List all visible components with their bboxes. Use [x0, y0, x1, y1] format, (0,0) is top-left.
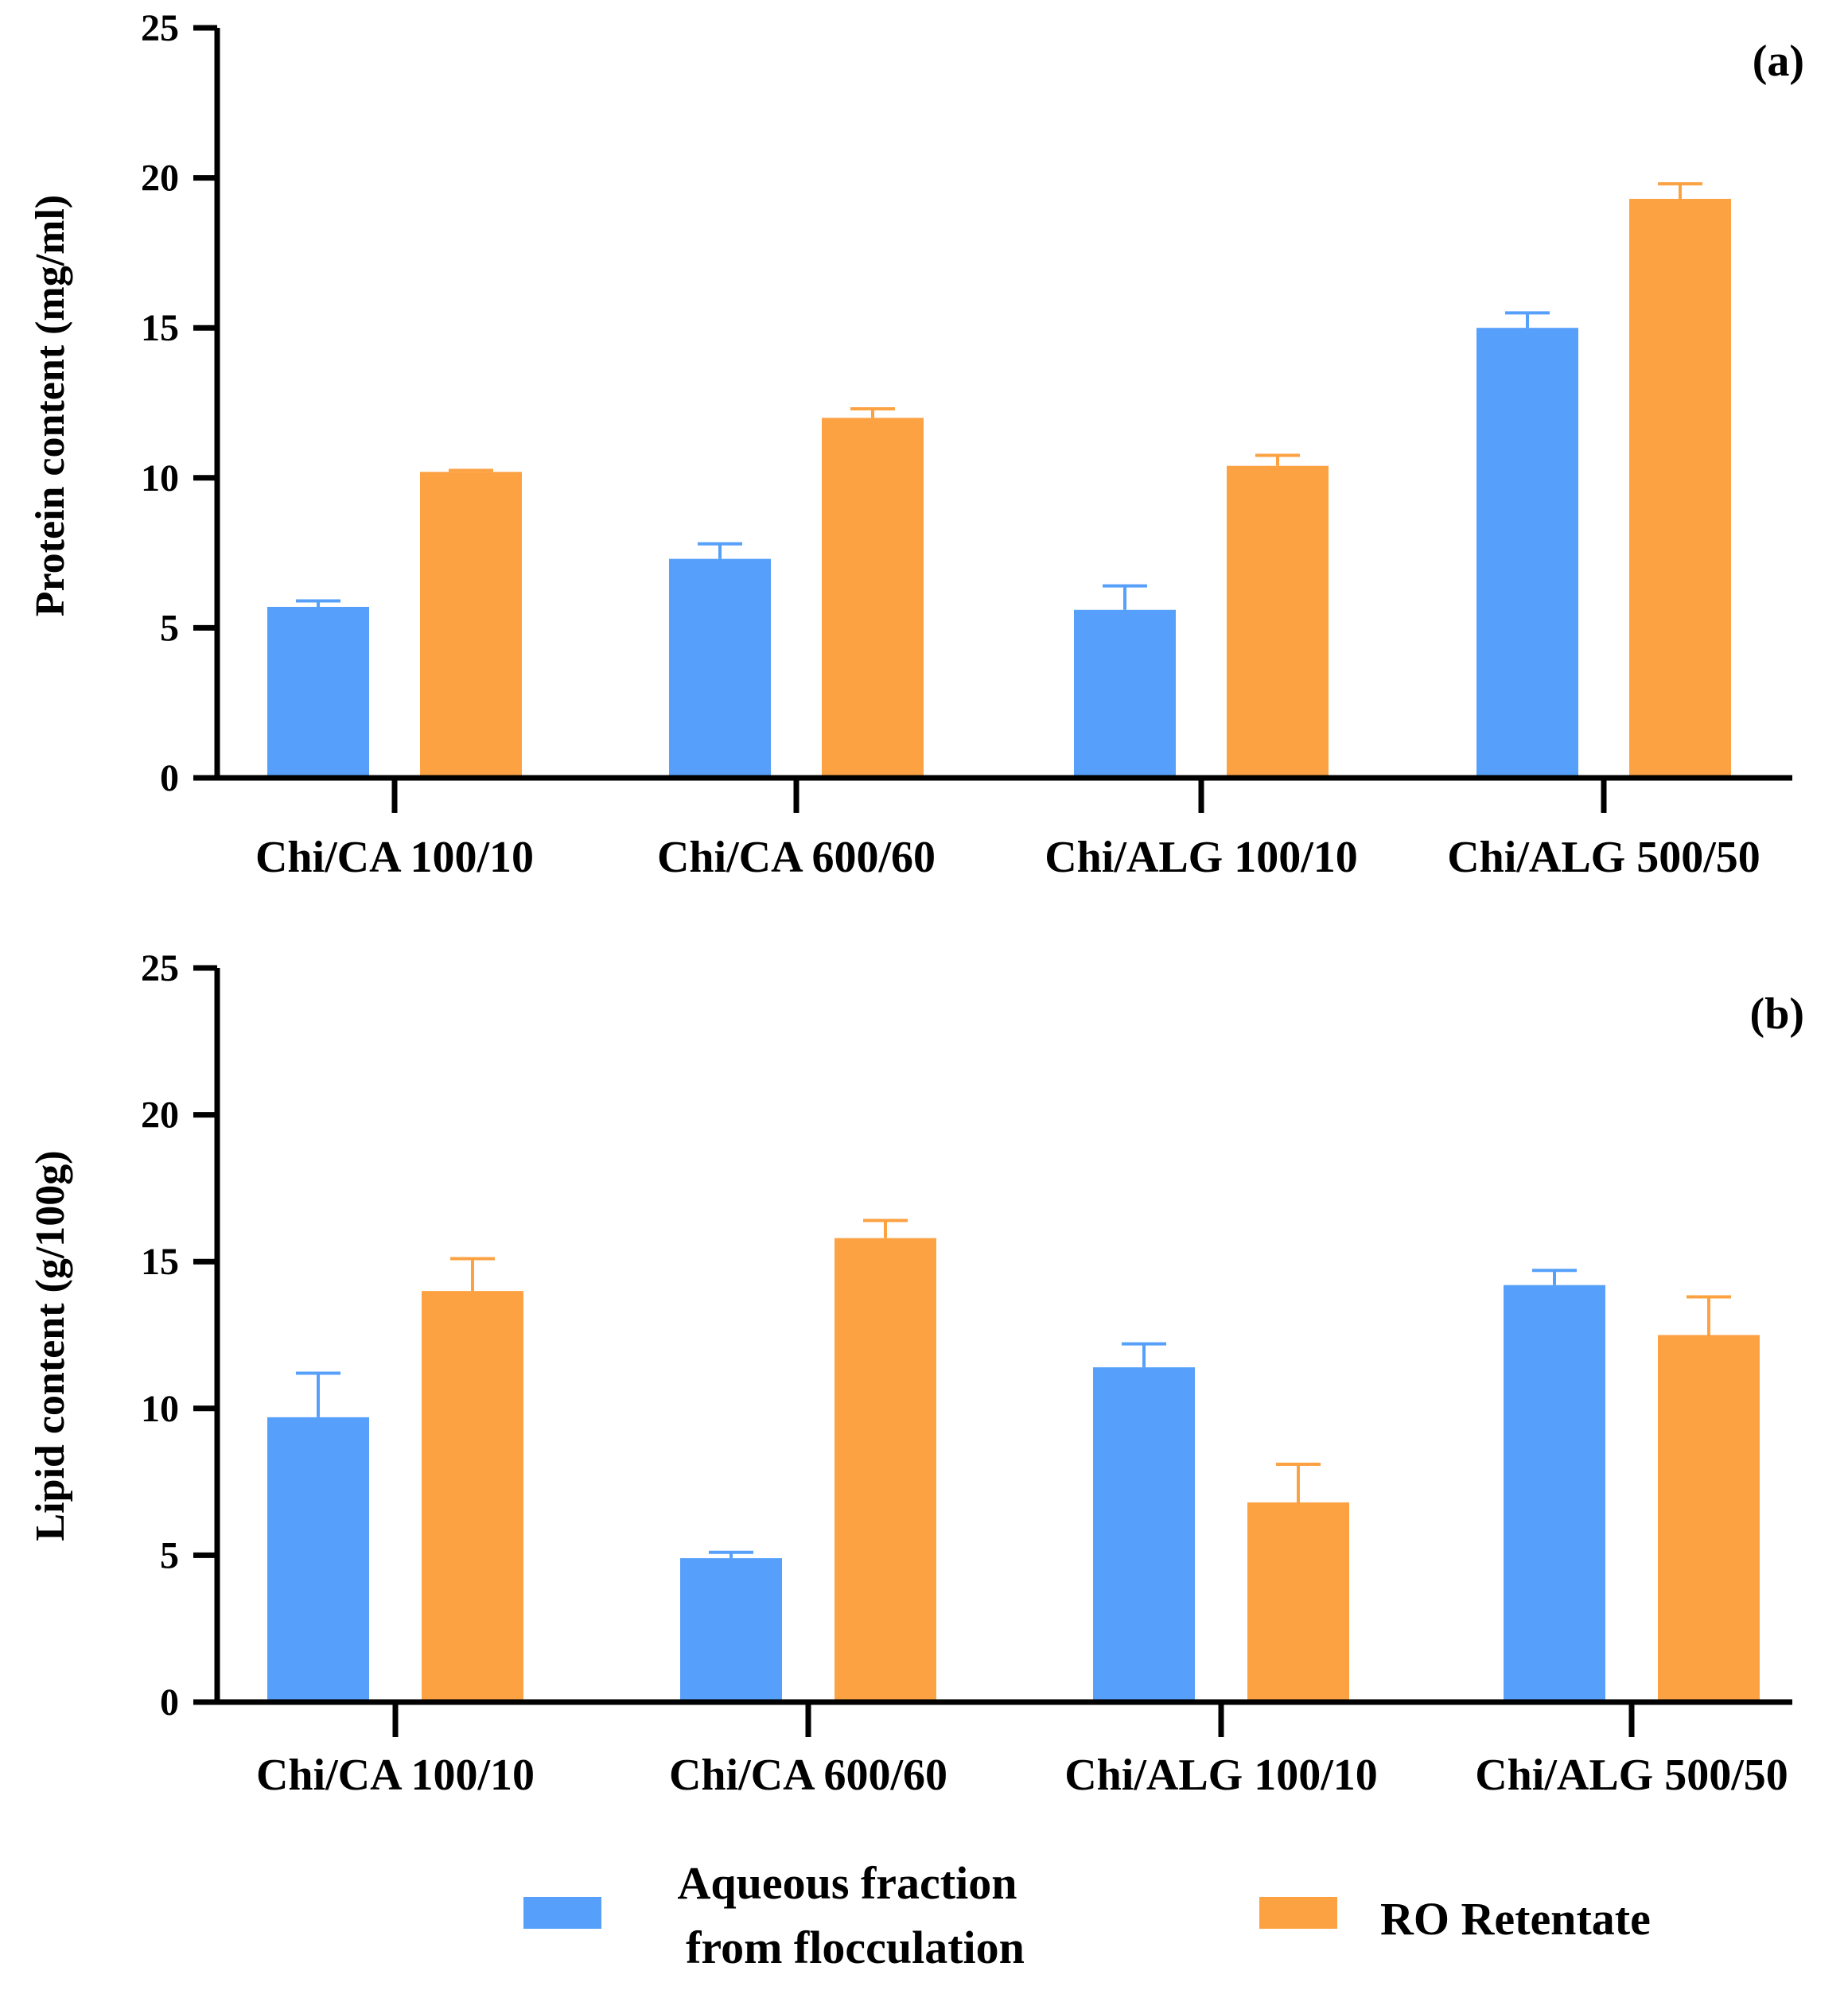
error-bar-ro-3 [1276, 1462, 1321, 1502]
error-bar-ro-2 [850, 407, 895, 418]
bar-aqueous-2 [680, 1558, 782, 1702]
x-category-label: Chi/CA 100/10 [256, 1751, 535, 1800]
error-bar-aqueous-2 [709, 1550, 753, 1559]
error-bar-aqueous-3 [1103, 584, 1147, 610]
y-tick-label: 10 [141, 457, 179, 499]
y-tick-label: 25 [141, 947, 179, 989]
y-tick-label: 5 [160, 607, 179, 649]
x-category-label: Chi/ALG 100/10 [1045, 833, 1358, 882]
bar-ro-2 [835, 1238, 936, 1702]
error-bar-aqueous-4 [1532, 1269, 1577, 1285]
y-axis-title-protein: Protein content (mg/ml) [28, 195, 73, 616]
chart-panel-lipid: Lipid content (g/100g) (b) 0 5 10 15 20 25 Chi… [28, 947, 1804, 1800]
legend-label-ro: RO Retentate [1380, 1893, 1651, 1945]
bar-ro-4 [1629, 199, 1731, 778]
error-bar-ro-3 [1255, 453, 1300, 466]
legend-label-aqueous-line1: Aqueous fraction [678, 1857, 1017, 1909]
bar-ro-2 [822, 418, 924, 778]
bar-aqueous-4 [1504, 1285, 1605, 1702]
bar-aqueous-1 [267, 1417, 369, 1702]
bar-aqueous-1 [267, 606, 369, 778]
chart-panel-protein: Protein content (mg/ml) (a) 0 5 10 15 20 25 Ch… [28, 7, 1804, 882]
panel-label-a: (a) [1753, 37, 1804, 86]
legend-swatch-ro [1259, 1897, 1337, 1929]
error-bar-ro-4 [1687, 1295, 1731, 1335]
bar-aqueous-3 [1074, 609, 1176, 778]
x-category-label: Chi/CA 600/60 [657, 833, 936, 882]
y-tick-label: 15 [141, 307, 179, 349]
x-category-label: Chi/ALG 500/50 [1447, 833, 1760, 882]
y-axis-title-lipid: Lipid content (g/100g) [28, 1150, 73, 1541]
bar-aqueous-4 [1476, 328, 1578, 778]
y-tick-label: 0 [160, 757, 179, 799]
y-tick-label: 20 [141, 157, 179, 200]
x-category-label: Chi/CA 600/60 [669, 1751, 947, 1800]
error-bar-aqueous-4 [1505, 311, 1550, 328]
error-bar-aqueous-1 [296, 599, 340, 607]
legend-label-aqueous-line2: from flocculation [686, 1922, 1025, 1973]
y-tick-label: 25 [141, 7, 179, 49]
bar-ro-3 [1247, 1502, 1349, 1702]
y-tick-label: 15 [141, 1241, 179, 1283]
bar-ro-1 [420, 472, 522, 778]
error-bar-ro-1 [449, 468, 493, 472]
x-category-label: Chi/ALG 100/10 [1064, 1751, 1378, 1800]
error-bar-ro-2 [863, 1218, 908, 1238]
legend: Aqueous fraction from flocculation RO Re… [523, 1857, 1651, 1973]
y-tick-label: 5 [160, 1534, 179, 1576]
y-tick-label: 10 [141, 1388, 179, 1430]
bar-ro-3 [1227, 465, 1329, 778]
x-category-label: Chi/ALG 500/50 [1475, 1751, 1788, 1800]
error-bar-aqueous-2 [698, 542, 742, 559]
panel-label-b: (b) [1750, 989, 1804, 1039]
error-bar-aqueous-1 [296, 1371, 340, 1417]
y-tick-label: 20 [141, 1094, 179, 1137]
error-bar-ro-1 [450, 1257, 495, 1292]
y-tick-label: 0 [160, 1681, 179, 1724]
bar-ro-1 [422, 1291, 523, 1702]
error-bar-ro-4 [1658, 182, 1702, 200]
legend-swatch-aqueous [523, 1897, 601, 1929]
bar-aqueous-3 [1093, 1367, 1195, 1702]
bar-ro-4 [1658, 1335, 1760, 1702]
bar-aqueous-2 [669, 558, 771, 778]
error-bar-aqueous-3 [1122, 1342, 1166, 1368]
x-category-label: Chi/CA 100/10 [255, 833, 534, 882]
